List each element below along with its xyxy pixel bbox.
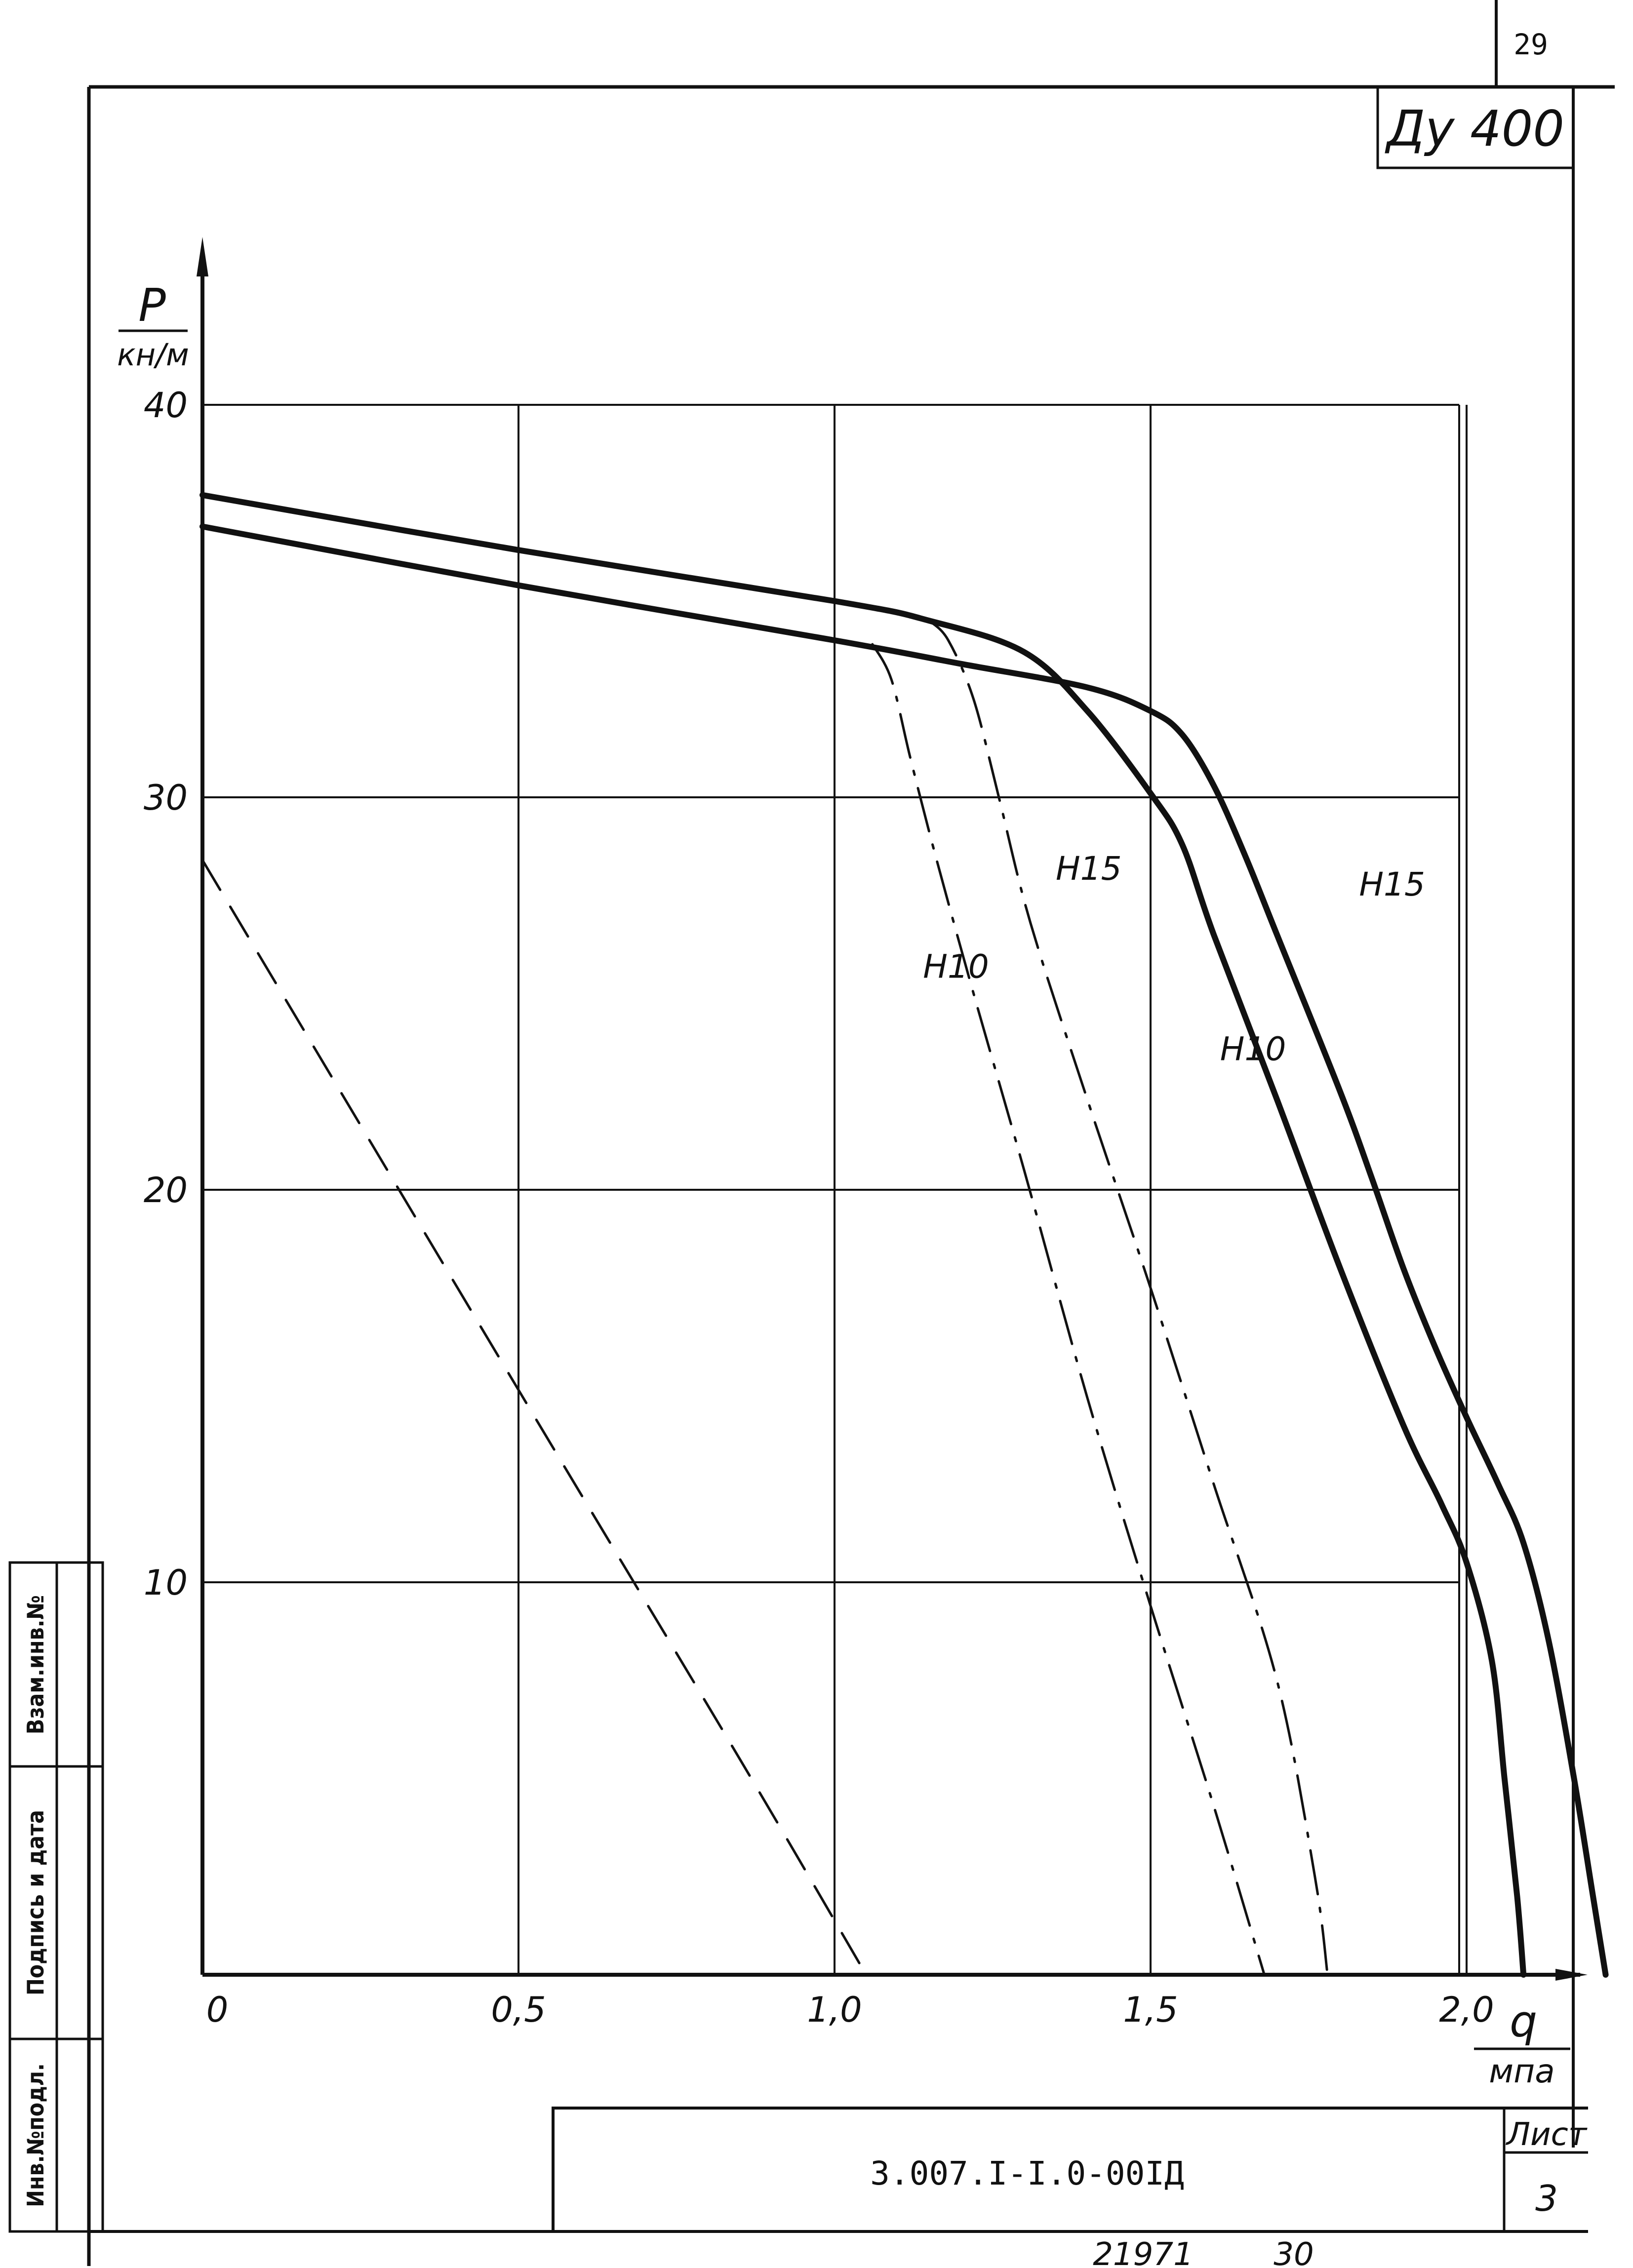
footer-number-right: 30: [1274, 2236, 1314, 2268]
x-tick-label: 1,0: [807, 1990, 862, 2030]
y-axis-arrow: [197, 237, 208, 276]
y-axis-unit: кн/м: [117, 337, 189, 373]
x-axis-title: q мпа: [1474, 1996, 1570, 2090]
drawing-code: 3.007.I-I.0-00IД: [870, 2154, 1184, 2192]
chart-axes: [197, 237, 1588, 1981]
sheet-number: 3: [1535, 2178, 1558, 2219]
x-axis-unit: мпа: [1489, 2052, 1554, 2090]
side-stamp: Взам.инв.№ Подпись и дата Инв.№подл.: [8, 1561, 104, 2233]
series-line-5-dashed: [201, 859, 868, 1976]
footer-number-left: 21971: [1093, 2236, 1194, 2268]
chart-series: [199, 492, 1609, 1978]
y-tick-label: 30: [144, 778, 188, 818]
x-tick-label: 0: [206, 1990, 229, 2030]
y-axis-title: P кн/м: [117, 279, 189, 373]
chart: 0 0,5 1,0 1,5 2,0 10 20 30 40 Н15 Н15 Н10 Н10 P кн/…: [117, 237, 1609, 2090]
x-axis-arrow: [1555, 1969, 1588, 1981]
series-line-2-solid-thick: [199, 523, 1609, 1978]
x-tick-label: 2,0: [1439, 1990, 1494, 2030]
y-axis-label: P: [138, 279, 166, 332]
x-tick-label: 0,5: [491, 1990, 546, 2030]
page-number: 29: [1514, 28, 1548, 61]
signature-date-label: Подпись и дата: [22, 1810, 49, 1995]
series-line-3-dash-dot: [928, 619, 1329, 1976]
tick-labels: 0 0,5 1,0 1,5 2,0 10 20 30 40: [144, 385, 1494, 2030]
series-line-1-solid-thick: [199, 492, 1527, 1978]
corner-label: Ду 400: [1385, 100, 1564, 157]
curve-label: Н10: [1220, 1030, 1286, 1068]
curve-label: Н10: [923, 948, 989, 986]
curve-label: Н15: [1056, 850, 1122, 888]
curve-label: Н15: [1359, 865, 1425, 903]
replace-inv-label: Взам.инв.№: [22, 1595, 49, 1734]
y-tick-label: 10: [144, 1563, 188, 1603]
sheet-label: Лист: [1506, 2116, 1588, 2153]
series-line-4-dash-dot: [871, 643, 1266, 1976]
corner-label-box: Ду 400: [1376, 87, 1573, 169]
chart-grid: [202, 404, 1468, 1975]
x-axis-label: q: [1510, 1996, 1537, 2047]
title-block: 3.007.I-I.0-00IД Лист 3: [552, 2107, 1588, 2231]
y-tick-label: 40: [144, 385, 188, 426]
inv-orig-label: Инв.№подл.: [22, 2063, 49, 2207]
curve-labels: Н15 Н15 Н10 Н10: [923, 850, 1425, 1068]
sheet-frame: [87, 0, 1615, 2266]
y-tick-label: 20: [144, 1170, 188, 1211]
x-tick-label: 1,5: [1123, 1990, 1178, 2030]
